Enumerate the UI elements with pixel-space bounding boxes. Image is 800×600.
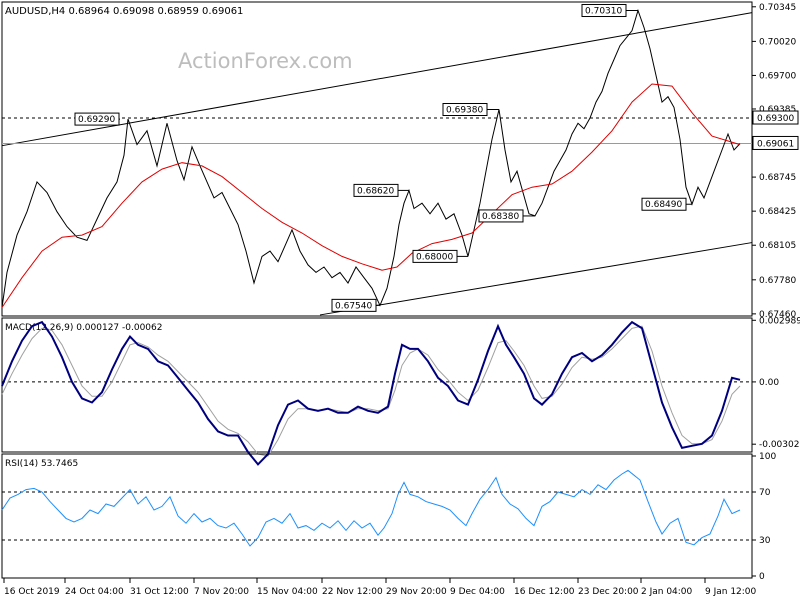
time-tick-label: 7 Nov 20:00	[194, 587, 249, 597]
rsi-axis: 100 70 30 0	[752, 452, 776, 582]
macd-title: MACD(12,26,9) 0.000127 -0.00062	[5, 323, 162, 333]
time-tick-label: 16 Dec 12:00	[514, 587, 575, 597]
annotation-label: 0.68490	[645, 200, 682, 210]
price-tick-label: 0.68745	[759, 173, 796, 183]
time-tick-label: 22 Nov 12:00	[322, 587, 383, 597]
annotation-label: 0.68620	[357, 186, 394, 196]
price-tick-label: 0.69385	[759, 105, 796, 115]
annotation-label: 0.68000	[416, 252, 453, 262]
price-tick-label: 0.70020	[759, 37, 796, 47]
macd-tick-label: 0.00	[759, 378, 779, 388]
rsi-tick-label: 70	[759, 488, 771, 498]
rsi-tick-label: 0	[759, 572, 765, 582]
annotation-label: 0.70310	[585, 7, 622, 17]
rsi-tick-label: 100	[759, 452, 776, 462]
level-price-label: 0.69300	[757, 114, 794, 124]
price-tick-label: 0.70345	[759, 3, 796, 13]
rsi-tick-label: 30	[759, 536, 771, 546]
trendlines	[1, 12, 753, 316]
price-tick-label: 0.68425	[759, 207, 796, 217]
macd-axis: 0.002989 0.00 -0.003021	[752, 316, 800, 450]
rsi-panel-frame	[1, 453, 753, 579]
rsi-panel: RSI(14) 53.7465 100 70 30 0	[1, 452, 776, 582]
current-price-label-box	[752, 135, 799, 150]
time-tick-label: 23 Dec 20:00	[578, 587, 639, 597]
chart-title: AUDUSD,H4 0.68964 0.69098 0.68959 0.6906…	[5, 6, 243, 17]
level-price-label-box	[752, 110, 799, 125]
price-panel-frame	[1, 1, 753, 317]
price-tick-label: 0.68105	[759, 241, 796, 251]
time-tick-label: 24 Oct 04:00	[65, 587, 124, 597]
time-tick-label: 15 Nov 04:00	[257, 587, 318, 597]
price-tick-label: 0.67460	[759, 310, 796, 320]
annotation-box	[641, 197, 687, 211]
annotation-label: 0.67540	[335, 301, 372, 311]
current-price-label: 0.69061	[757, 139, 794, 149]
price-series	[1, 8, 741, 308]
annotation-label: 0.69290	[78, 115, 115, 125]
macd-signal-series	[1, 325, 741, 457]
annotation-box	[442, 103, 488, 117]
annotation-label: 0.69380	[446, 106, 483, 116]
annotation-box	[412, 249, 458, 263]
price-tick-label: 0.69700	[759, 71, 796, 81]
time-tick-label: 2 Jan 04:00	[641, 587, 693, 597]
annotation-box	[353, 183, 399, 197]
macd-series	[1, 320, 741, 466]
macd-tick-label: 0.002989	[759, 316, 800, 326]
time-tick-label: 16 Oct 2019	[4, 587, 60, 597]
time-axis: 16 Oct 2019 24 Oct 04:00 31 Oct 12:00 7 Nov…	[3, 578, 757, 597]
price-annotations: 0.69290 0.68620 0.68000 0.67540 0.69380 0.683…	[74, 4, 692, 312]
trendline	[319, 242, 753, 316]
macd-panel: MACD(12,26,9) 0.000127 -0.00062 0.002989…	[1, 316, 800, 466]
annotation-box	[331, 298, 377, 312]
time-tick-label: 9 Dec 04:00	[450, 587, 505, 597]
time-tick-label: 29 Nov 20:00	[386, 587, 447, 597]
annotation-box	[581, 4, 627, 18]
price-axis: 0.70345 0.70020 0.69700 0.69385 0.68745 0.684…	[752, 3, 799, 320]
price-tick-label: 0.67780	[759, 276, 796, 286]
time-tick-label: 31 Oct 12:00	[130, 587, 189, 597]
time-tick-label: 9 Jan 12:00	[705, 587, 757, 597]
annotation-label: 0.68380	[482, 212, 519, 222]
moving-average-series	[1, 83, 741, 308]
trendline	[1, 12, 753, 147]
price-panel: AUDUSD,H4 0.68964 0.69098 0.68959 0.6906…	[1, 1, 799, 320]
annotation-box	[74, 112, 120, 126]
rsi-title: RSI(14) 53.7465	[5, 459, 78, 469]
macd-tick-label: -0.003021	[759, 440, 800, 450]
watermark: ActionForex.com	[178, 49, 353, 73]
annotation-box	[478, 209, 524, 223]
rsi-series	[1, 469, 741, 547]
